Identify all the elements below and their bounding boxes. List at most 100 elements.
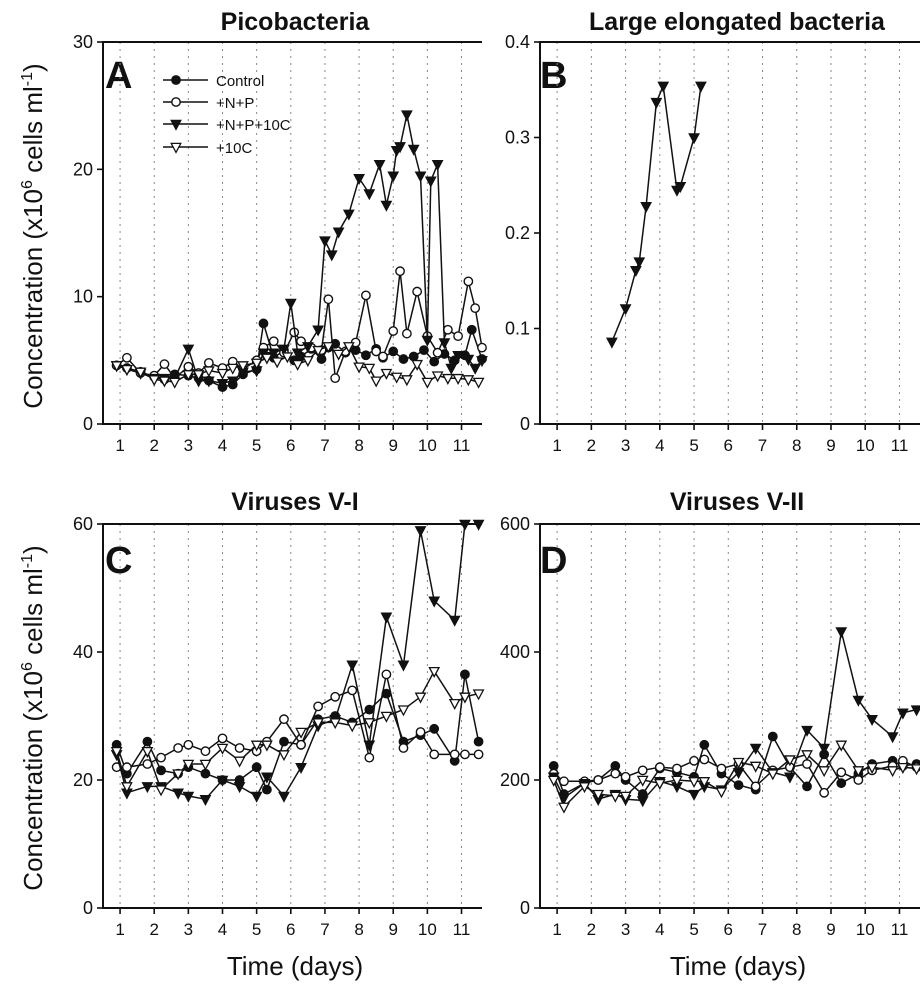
data-point-pnppp10c (636, 796, 649, 808)
data-point-p10c (250, 740, 263, 752)
data-point-control (767, 731, 778, 742)
legend-item-control: Control (163, 73, 264, 90)
data-point-p10c (896, 762, 909, 774)
data-point-p10c (801, 750, 813, 762)
data-point-pnppp10c (414, 526, 427, 538)
data-point-pnppp10c (233, 782, 246, 794)
data-point-pnppp10c (472, 519, 485, 531)
data-point-pnppp10c (619, 304, 632, 316)
data-point-pnppp10c (301, 342, 314, 354)
data-point-p10c (121, 364, 133, 377)
data-point-control (419, 345, 429, 356)
data-point-control (429, 356, 440, 367)
y-tick-label: 40 (73, 642, 93, 662)
data-point-pnpp (268, 336, 279, 347)
data-point-control (388, 346, 399, 357)
data-point-pnppp10c (380, 200, 393, 212)
series-pnppp10c (110, 110, 488, 391)
data-point-pnpp (122, 762, 132, 773)
data-point-pnpp (234, 743, 245, 753)
data-point-pnppp10c (674, 181, 687, 193)
data-point-p10c (278, 750, 290, 762)
data-point-pnpp (159, 359, 170, 370)
data-point-pnppp10c (445, 363, 458, 375)
data-point-pnpp (699, 754, 710, 765)
data-point-p10c (322, 342, 335, 354)
data-point-pnppp10c (284, 298, 297, 310)
data-point-pnpp (620, 771, 631, 782)
data-point-pnpp (429, 749, 440, 760)
data-point-p10c (141, 746, 154, 758)
series-pnpp (111, 669, 484, 773)
data-point-p10c (291, 359, 304, 371)
data-point-pnpp (330, 373, 341, 384)
data-point-pnpp (156, 752, 166, 763)
axes-frame (539, 523, 920, 909)
legend-label-control: Control (216, 73, 264, 90)
data-point-p10c (346, 721, 359, 733)
x-tick-label: 6 (286, 436, 295, 455)
data-point-p10c (462, 375, 475, 387)
legend-marker (171, 75, 181, 85)
panel-b-plot: 1 2 3 4 5 6 7 8 9 10 11 0 0.1 0.2 0.3 0.4 (505, 32, 920, 455)
data-point-pnpp (279, 714, 289, 725)
x-tick-label: 9 (388, 920, 397, 939)
data-point-control (466, 324, 477, 335)
data-point-p10c (216, 368, 229, 380)
data-point-pnpp (593, 775, 604, 785)
data-point-p10c (380, 368, 393, 380)
data-point-pnppp10c (629, 265, 642, 278)
data-point-pnpp (173, 743, 184, 753)
data-point-pnpp (819, 787, 830, 798)
data-point-pnpp (217, 733, 228, 744)
x-tick-label: 8 (354, 920, 363, 939)
data-point-pnppp10c (424, 176, 437, 188)
x-tick-label: 1 (552, 920, 561, 939)
data-point-pnpp (313, 701, 324, 712)
data-point-pnppp10c (291, 348, 304, 360)
data-point-p10c (380, 711, 393, 723)
data-point-pnppp10c (394, 142, 406, 154)
series-p10c (110, 342, 485, 389)
data-point-pnppp10c (332, 227, 345, 239)
data-point-control (316, 354, 327, 364)
series-pnppp10c (547, 627, 920, 808)
y-axis-label-bottom: Concentration (x106 cells ml-1) (18, 545, 48, 890)
data-point-p10c (363, 718, 376, 730)
data-point-p10c (301, 356, 314, 368)
x-tick-label: 5 (689, 436, 698, 455)
data-point-p10c (261, 353, 273, 365)
y-axis-label-top: Concentration (x106 cells ml-1) (18, 63, 48, 408)
x-tick-label: 3 (621, 920, 630, 939)
data-point-p10c (452, 373, 464, 385)
x-tick-label: 3 (184, 920, 193, 939)
data-point-p10c (363, 363, 376, 375)
data-point-pnppp10c (353, 173, 365, 186)
data-point-pnppp10c (346, 660, 359, 672)
data-point-pnppp10c (295, 762, 307, 774)
x-tick-label: 11 (453, 920, 471, 939)
data-point-pnpp (122, 352, 132, 363)
data-point-pnppp10c (261, 772, 273, 784)
panel-d-letter: D (540, 540, 567, 582)
data-point-p10c (216, 743, 229, 755)
x-tick-label: 3 (621, 436, 630, 455)
series-pnppp10c (110, 519, 485, 806)
x-tick-label: 10 (418, 436, 437, 455)
data-point-pnppp10c (633, 257, 646, 269)
data-point-pnppp10c (896, 708, 909, 720)
data-point-pnpp (449, 749, 460, 760)
x-tick-label: 3 (184, 436, 193, 455)
data-point-p10c (547, 775, 560, 787)
data-point-pnppp10c (749, 743, 762, 755)
series-line-pnppp10c (611, 83, 702, 343)
y-tick-label: 0.3 (505, 128, 530, 148)
data-point-pnpp (432, 347, 443, 358)
x-tick-label: 10 (418, 920, 437, 939)
data-point-p10c (271, 357, 284, 369)
x-tick-label: 7 (320, 436, 329, 455)
data-point-p10c (312, 718, 324, 730)
axes-frame (539, 41, 920, 425)
data-point-pnpp (460, 749, 470, 760)
y-tick-label: 0.4 (505, 32, 530, 52)
